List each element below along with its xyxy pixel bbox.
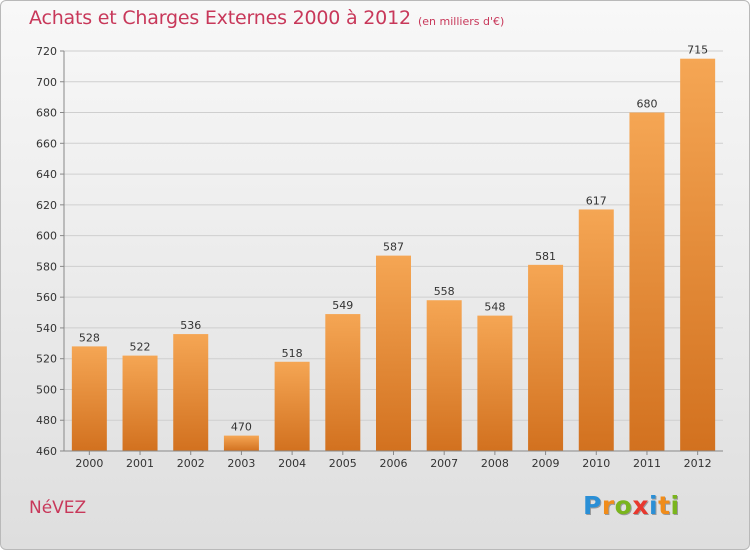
bar-2002	[173, 334, 209, 451]
y-tick-label: 500	[36, 383, 57, 396]
x-tick-label: 2002	[177, 457, 205, 470]
bar-2008	[477, 315, 513, 451]
value-label: 549	[332, 299, 353, 312]
y-tick-label: 680	[36, 107, 57, 120]
x-tick-label: 2008	[481, 457, 509, 470]
logo-letter: P	[583, 491, 602, 520]
x-tick-label: 2009	[532, 457, 560, 470]
y-tick-label: 520	[36, 353, 57, 366]
y-tick-label: 540	[36, 322, 57, 335]
value-label: 518	[282, 347, 303, 360]
y-tick-label: 640	[36, 168, 57, 181]
bar-2003	[223, 435, 259, 451]
logo-letter: i	[670, 491, 680, 520]
bar-2005	[325, 314, 361, 451]
commune-name: NéVEZ	[29, 498, 87, 518]
value-label: 536	[180, 319, 201, 332]
x-axis: 2000 2001 2002 2003 2004 2005 2006 2007 2008 2009…	[64, 450, 723, 470]
value-label: 522	[130, 341, 151, 354]
value-label: 680	[636, 98, 657, 111]
x-tick-label: 2011	[633, 457, 661, 470]
logo-letter: t	[658, 491, 671, 520]
x-tick-label: 2004	[278, 457, 306, 470]
value-label: 558	[434, 285, 455, 298]
y-tick-label: 560	[36, 291, 57, 304]
bars: 528 522 536 470 518 549 587 558 548 581 617 680 715	[71, 44, 716, 452]
logo-letter: o	[614, 491, 633, 520]
value-label: 617	[586, 194, 607, 207]
value-label: 548	[484, 301, 505, 314]
bar-2004	[274, 361, 310, 451]
logo-letter: i	[649, 491, 659, 520]
y-tick-label: 460	[36, 445, 57, 458]
x-tick-label: 2001	[126, 457, 154, 470]
proxiti-logo[interactable]: Proxiti	[583, 491, 680, 520]
value-label: 528	[79, 331, 100, 344]
y-tick-label: 600	[36, 230, 57, 243]
x-tick-label: 2000	[75, 457, 103, 470]
y-tick-label: 620	[36, 199, 57, 212]
x-tick-label: 2005	[329, 457, 357, 470]
value-label: 581	[535, 250, 556, 263]
y-tick-label: 580	[36, 260, 57, 273]
x-tick-label: 2006	[380, 457, 408, 470]
x-tick-label: 2007	[430, 457, 458, 470]
value-label: 470	[231, 421, 252, 434]
logo-letter: x	[632, 491, 649, 520]
logo-letter: r	[601, 491, 615, 520]
chart-unit-note: (en milliers d'€)	[418, 15, 505, 28]
bar-2012	[680, 58, 716, 451]
x-tick-label: 2012	[684, 457, 712, 470]
bar-2010	[578, 209, 614, 451]
bar-2011	[629, 112, 665, 452]
x-tick-label: 2010	[582, 457, 610, 470]
value-label: 587	[383, 241, 404, 254]
y-tick-label: 720	[36, 45, 57, 58]
chart-title: Achats et Charges Externes 2000 à 2012	[29, 7, 411, 29]
bar-2000	[71, 346, 107, 451]
y-axis: 460 480 500 520 540 560 580 600 620 640 660 680 700 7…	[36, 45, 65, 458]
y-tick-label: 480	[36, 414, 57, 427]
y-tick-label: 660	[36, 137, 57, 150]
bar-2007	[426, 300, 462, 451]
bar-2001	[122, 355, 158, 451]
value-label: 715	[687, 44, 708, 57]
bar-2006	[376, 255, 411, 451]
bar-2009	[528, 264, 564, 451]
x-tick-label: 2003	[227, 457, 255, 470]
y-tick-label: 700	[36, 76, 57, 89]
